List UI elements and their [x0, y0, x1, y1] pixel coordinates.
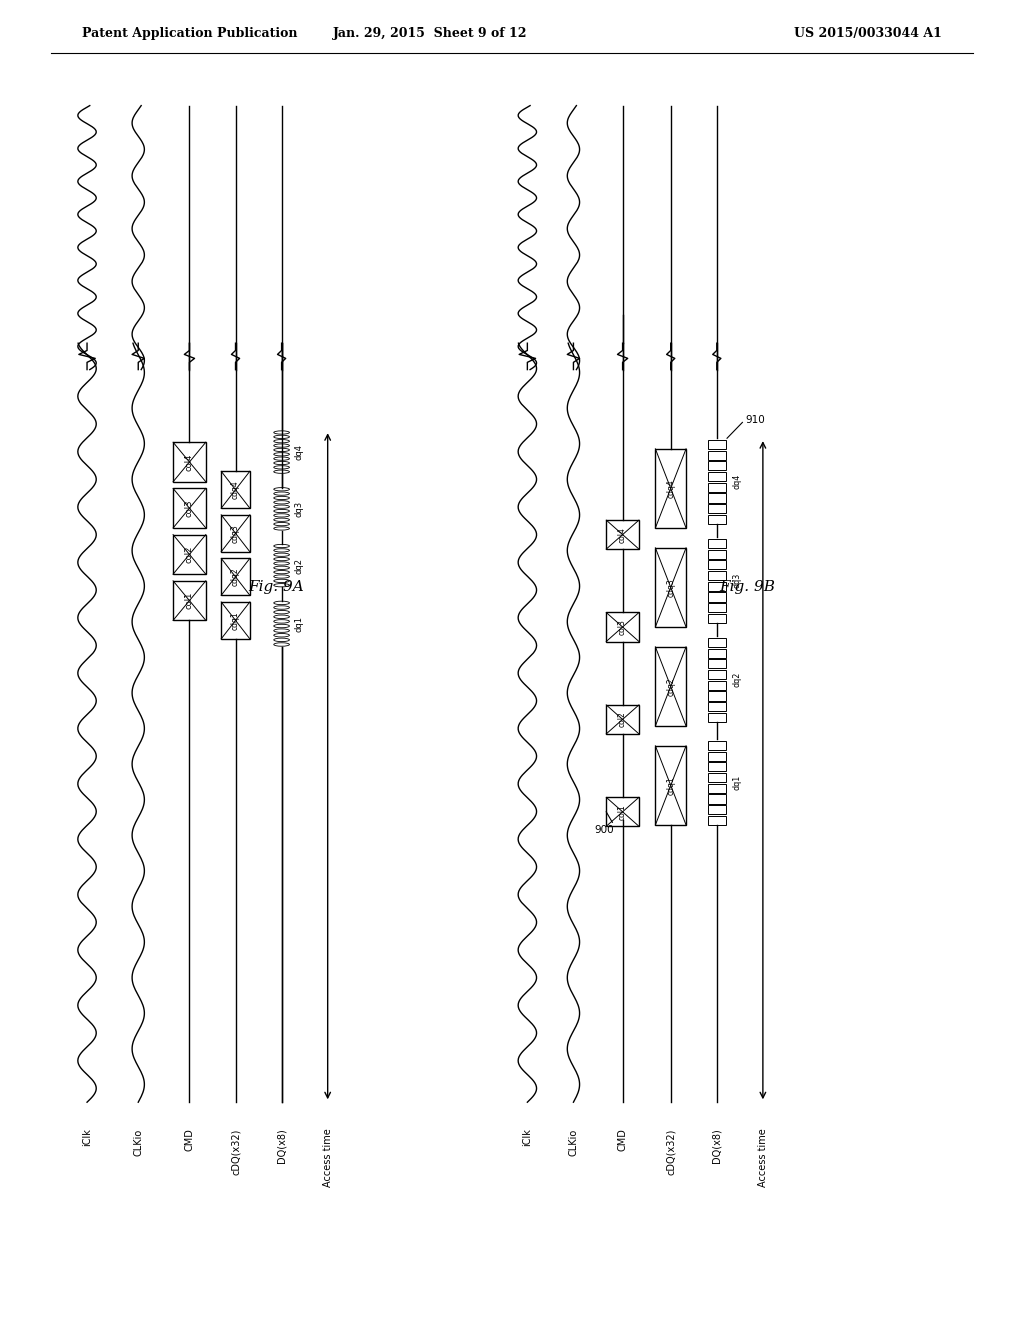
Text: col1: col1	[185, 591, 194, 610]
Text: DQ(x8): DQ(x8)	[276, 1129, 287, 1163]
Text: iClk: iClk	[82, 1129, 92, 1147]
Bar	[173, 535, 206, 574]
Bar	[708, 648, 726, 657]
Bar	[221, 558, 250, 595]
Text: dq4: dq4	[732, 474, 741, 488]
Text: US 2015/0033044 A1: US 2015/0033044 A1	[795, 26, 942, 40]
Bar	[708, 549, 726, 558]
Bar	[708, 659, 726, 668]
Bar	[708, 681, 726, 690]
Text: CLKio: CLKio	[133, 1129, 143, 1156]
Text: col3: col3	[185, 499, 194, 517]
Text: col2: col2	[618, 711, 627, 727]
Text: 900: 900	[594, 825, 614, 836]
Text: cdq1: cdq1	[667, 776, 675, 795]
Text: Fig. 9B: Fig. 9B	[720, 581, 775, 594]
Bar	[173, 442, 206, 482]
Bar	[221, 515, 250, 552]
Text: col3: col3	[618, 619, 627, 635]
Bar	[708, 638, 726, 647]
Text: Fig. 9A: Fig. 9A	[249, 581, 304, 594]
Text: CMD: CMD	[617, 1129, 628, 1151]
Text: cDQ(x32): cDQ(x32)	[666, 1129, 676, 1175]
Bar	[221, 602, 250, 639]
Text: dq2: dq2	[295, 557, 304, 574]
Bar	[708, 483, 726, 492]
Bar	[708, 494, 726, 503]
Text: col4: col4	[185, 453, 194, 471]
Text: cdq4: cdq4	[231, 480, 240, 499]
Bar	[708, 539, 726, 548]
Bar	[708, 741, 726, 750]
Text: dq3: dq3	[732, 573, 741, 587]
Bar	[708, 450, 726, 459]
Bar	[708, 762, 726, 771]
Text: CLKio: CLKio	[568, 1129, 579, 1156]
Bar	[708, 461, 726, 470]
Text: Access time: Access time	[323, 1129, 333, 1188]
Text: dq2: dq2	[732, 672, 741, 686]
Text: 910: 910	[745, 414, 765, 425]
Text: col2: col2	[185, 545, 194, 564]
Text: dq1: dq1	[732, 775, 741, 789]
Bar	[655, 548, 686, 627]
Bar	[708, 774, 726, 781]
Bar	[708, 751, 726, 760]
Bar	[708, 614, 726, 623]
Bar	[708, 713, 726, 722]
Text: dq3: dq3	[295, 500, 304, 517]
Bar	[708, 582, 726, 591]
Bar	[655, 449, 686, 528]
Text: CMD: CMD	[184, 1129, 195, 1151]
Bar	[606, 705, 639, 734]
Bar	[708, 504, 726, 513]
Text: col4: col4	[618, 527, 627, 543]
Text: cdq2: cdq2	[667, 677, 675, 696]
Bar	[173, 488, 206, 528]
Text: cdq3: cdq3	[231, 524, 240, 543]
Text: Patent Application Publication: Patent Application Publication	[82, 26, 297, 40]
Bar	[708, 702, 726, 711]
Bar	[708, 560, 726, 569]
Text: cdq2: cdq2	[231, 568, 240, 586]
Text: col1: col1	[618, 804, 627, 820]
Bar	[708, 473, 726, 482]
Text: Access time: Access time	[758, 1129, 768, 1188]
Bar	[606, 797, 639, 826]
Bar	[708, 784, 726, 793]
Text: cdq4: cdq4	[667, 479, 675, 498]
Bar	[655, 647, 686, 726]
Bar	[708, 572, 726, 581]
Text: cDQ(x32): cDQ(x32)	[230, 1129, 241, 1175]
Bar	[708, 671, 726, 678]
Text: cdq3: cdq3	[667, 578, 675, 597]
Bar	[708, 603, 726, 612]
Bar	[708, 515, 726, 524]
Bar	[708, 692, 726, 701]
Bar	[173, 581, 206, 620]
Text: cdq1: cdq1	[231, 611, 240, 630]
Bar	[708, 795, 726, 804]
Text: dq4: dq4	[295, 444, 304, 461]
Bar	[606, 520, 639, 549]
Text: iClk: iClk	[522, 1129, 532, 1147]
Bar	[708, 805, 726, 814]
Bar	[708, 440, 726, 449]
Bar	[606, 612, 639, 642]
Bar	[708, 593, 726, 602]
Bar	[708, 816, 726, 825]
Text: dq1: dq1	[295, 615, 304, 632]
Text: DQ(x8): DQ(x8)	[712, 1129, 722, 1163]
Bar	[655, 746, 686, 825]
Text: Jan. 29, 2015  Sheet 9 of 12: Jan. 29, 2015 Sheet 9 of 12	[333, 26, 527, 40]
Bar	[221, 471, 250, 508]
